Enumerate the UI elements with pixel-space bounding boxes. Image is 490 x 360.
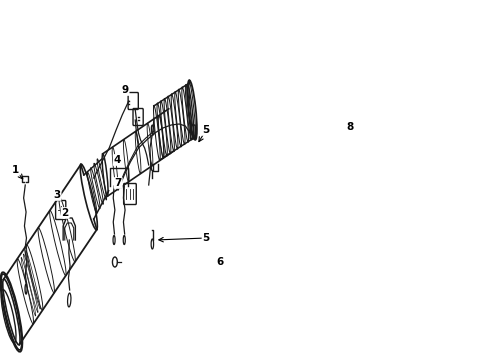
Text: 1: 1 xyxy=(12,165,19,175)
Text: 8: 8 xyxy=(347,122,354,132)
Text: 6: 6 xyxy=(217,257,223,267)
Text: 9: 9 xyxy=(122,85,129,95)
Text: 4: 4 xyxy=(114,155,121,165)
Text: 5: 5 xyxy=(202,125,210,135)
Text: 3: 3 xyxy=(53,190,61,200)
Text: 2: 2 xyxy=(62,208,69,218)
Text: 7: 7 xyxy=(115,178,122,188)
Text: 5: 5 xyxy=(202,233,210,243)
